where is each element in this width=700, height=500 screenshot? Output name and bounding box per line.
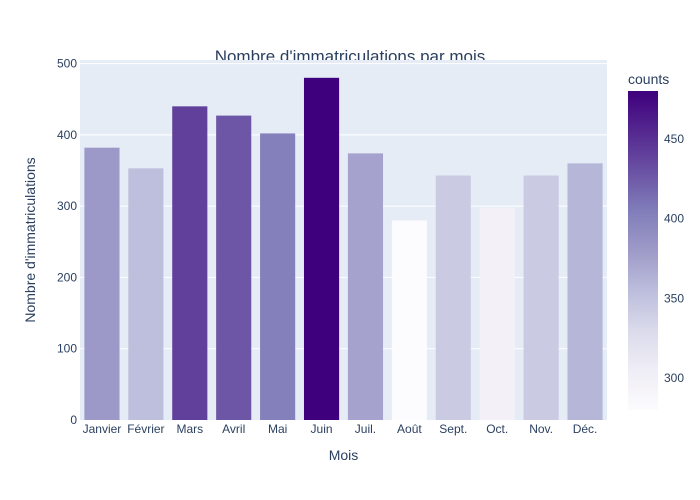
bar[interactable] xyxy=(260,133,296,421)
colorbar-ticks: 300 350 400 450 xyxy=(664,132,684,385)
x-tick-label: Juin xyxy=(311,422,333,436)
bar[interactable] xyxy=(172,106,208,420)
bar[interactable] xyxy=(128,168,164,420)
x-tick-label: Janvier xyxy=(83,422,122,436)
bar[interactable] xyxy=(347,153,384,420)
colorbar-tick-label: 300 xyxy=(664,371,684,385)
y-tick-label: 100 xyxy=(57,342,77,356)
y-tick-label: 400 xyxy=(57,128,77,142)
colorbar-title: counts xyxy=(628,71,669,87)
x-tick-label: Sept. xyxy=(439,422,467,436)
colorbar-tick-label: 350 xyxy=(664,291,684,305)
x-tick-label: Oct. xyxy=(486,422,508,436)
x-tick-label: Février xyxy=(127,422,164,436)
colorbar-tick-label: 450 xyxy=(664,132,684,146)
bar[interactable] xyxy=(523,175,559,420)
y-axis-ticks: 0 100 200 300 400 500 xyxy=(57,57,77,427)
x-tick-label: Nov. xyxy=(529,422,553,436)
y-tick-label: 0 xyxy=(70,413,77,427)
colorbar-tick-label: 400 xyxy=(664,212,684,226)
x-tick-label: Août xyxy=(397,422,422,436)
x-axis-title: Mois xyxy=(329,447,359,463)
gridlines xyxy=(80,63,607,350)
y-tick-label: 200 xyxy=(57,270,77,284)
bars xyxy=(84,77,603,421)
bar[interactable] xyxy=(391,220,427,420)
x-tick-label: Mars xyxy=(176,422,203,436)
x-tick-label: Avril xyxy=(222,422,245,436)
bar[interactable] xyxy=(216,115,252,421)
x-tick-label: Juil. xyxy=(355,422,376,436)
bar[interactable] xyxy=(479,207,515,420)
bar[interactable] xyxy=(567,163,603,420)
y-axis-title: Nombre d'immatriculations xyxy=(22,157,38,322)
bar[interactable] xyxy=(84,147,120,420)
x-tick-label: Déc. xyxy=(573,422,598,436)
bar[interactable] xyxy=(435,175,471,420)
bar[interactable] xyxy=(303,77,340,421)
colorbar xyxy=(628,91,658,410)
x-tick-label: Mai xyxy=(268,422,287,436)
y-tick-label: 300 xyxy=(57,199,77,213)
plot-area xyxy=(80,60,607,420)
y-tick-label: 500 xyxy=(57,57,77,71)
x-axis-ticks: Janvier Février Mars Avril Mai Juin Juil. Août S… xyxy=(83,422,598,436)
